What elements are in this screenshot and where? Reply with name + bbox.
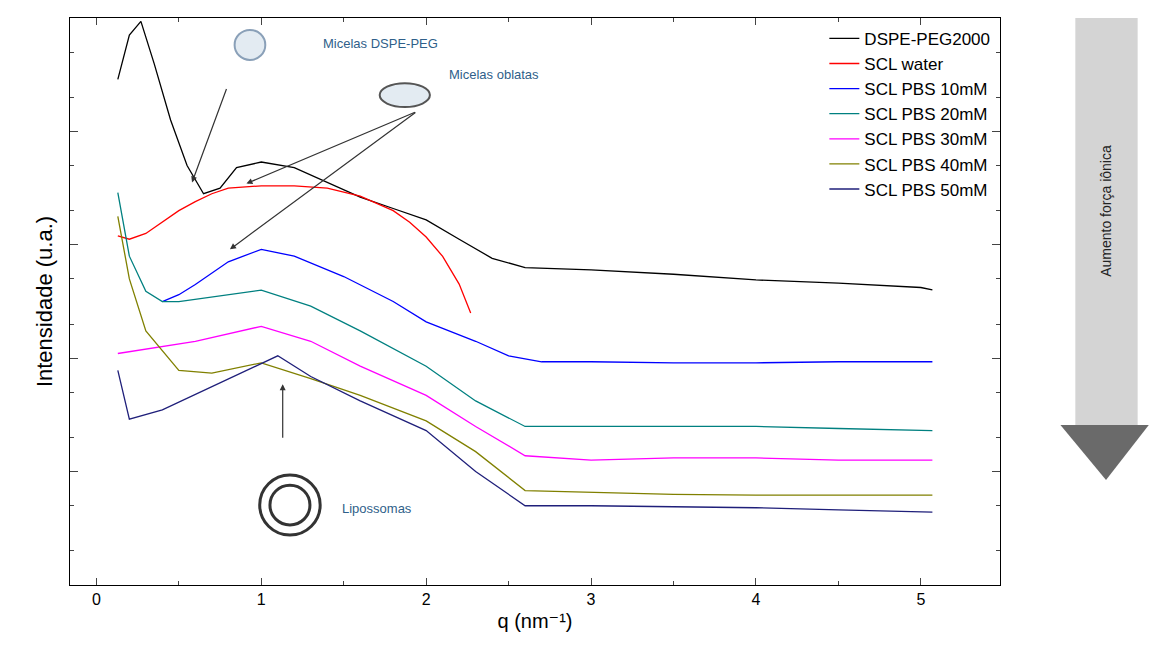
svg-text:SCL PBS 20mM: SCL PBS 20mM [864,105,987,124]
svg-text:Intensidade (u.a.): Intensidade (u.a.) [32,216,57,387]
svg-text:Micelas DSPE-PEG: Micelas DSPE-PEG [323,36,438,51]
svg-text:DSPE-PEG2000: DSPE-PEG2000 [864,30,990,49]
svg-text:SCL PBS 40mM: SCL PBS 40mM [864,156,987,175]
svg-text:Lipossomas: Lipossomas [342,501,412,516]
svg-text:Aumento força iônica: Aumento força iônica [1098,145,1114,277]
svg-text:q (nm⁻¹): q (nm⁻¹) [498,610,573,632]
svg-text:SCL PBS 30mM: SCL PBS 30mM [864,130,987,149]
svg-text:0: 0 [92,591,101,608]
svg-text:2: 2 [422,591,431,608]
svg-text:4: 4 [752,591,761,608]
svg-text:SCL water: SCL water [864,55,943,74]
svg-text:SCL PBS 10mM: SCL PBS 10mM [864,80,987,99]
svg-text:5: 5 [916,591,925,608]
svg-text:Micelas oblatas: Micelas oblatas [449,67,539,82]
svg-text:1: 1 [257,591,266,608]
svg-text:3: 3 [587,591,596,608]
svg-text:SCL PBS 50mM: SCL PBS 50mM [864,181,987,200]
